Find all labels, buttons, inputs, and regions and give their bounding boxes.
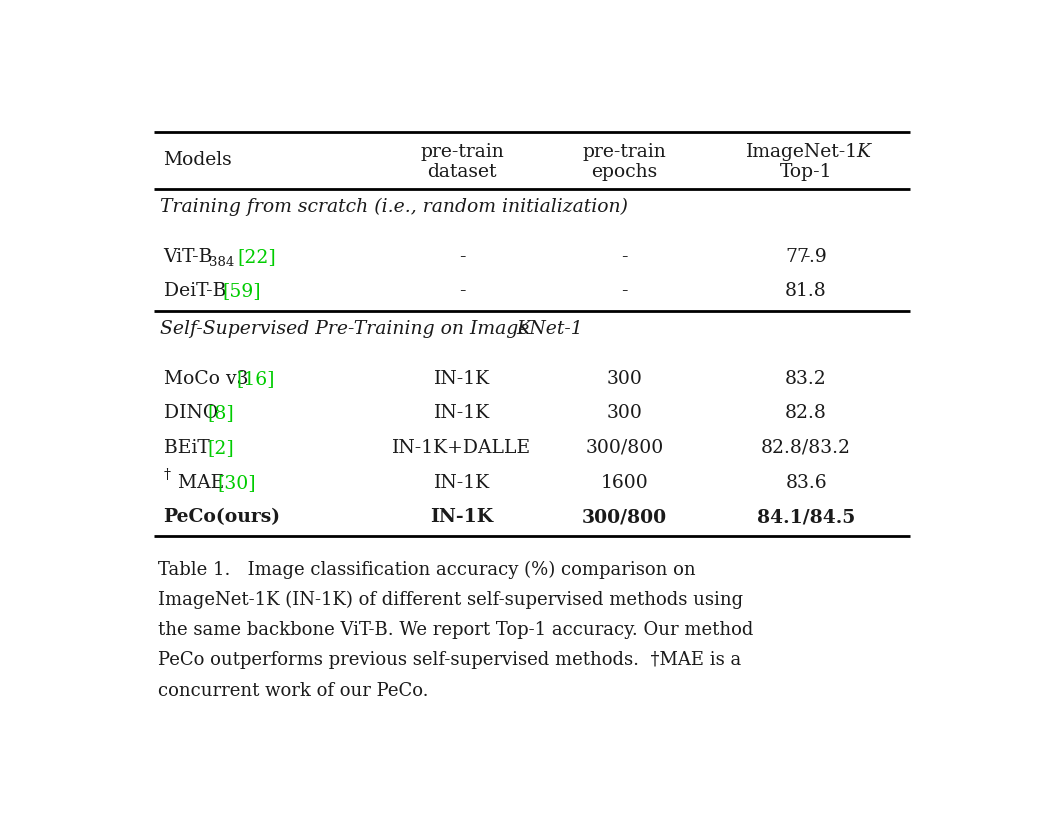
Text: pre-train: pre-train bbox=[420, 143, 503, 161]
Text: MAE: MAE bbox=[179, 474, 230, 491]
Text: epochs: epochs bbox=[592, 163, 658, 181]
Text: Models: Models bbox=[164, 152, 233, 169]
Text: Self-Supervised Pre-Training on ImageNet-1: Self-Supervised Pre-Training on ImageNet… bbox=[160, 320, 583, 338]
Text: [16]: [16] bbox=[236, 369, 274, 388]
Text: concurrent work of our PeCo.: concurrent work of our PeCo. bbox=[158, 681, 429, 700]
Text: [30]: [30] bbox=[217, 474, 256, 491]
Text: Top-1: Top-1 bbox=[780, 163, 832, 181]
Text: [22]: [22] bbox=[238, 248, 276, 266]
Text: dataset: dataset bbox=[428, 163, 497, 181]
Text: Table 1.   Image classification accuracy (%) comparison on: Table 1. Image classification accuracy (… bbox=[158, 560, 695, 579]
Text: 384: 384 bbox=[210, 256, 235, 269]
Text: K: K bbox=[856, 143, 870, 161]
Text: 81.8: 81.8 bbox=[785, 283, 827, 300]
Text: PeCo outperforms previous self-supervised methods.  †MAE is a: PeCo outperforms previous self-supervise… bbox=[158, 651, 741, 670]
Text: 300: 300 bbox=[606, 369, 643, 388]
Text: [2]: [2] bbox=[207, 439, 234, 457]
Text: 84.1/84.5: 84.1/84.5 bbox=[757, 508, 855, 526]
Text: -: - bbox=[802, 248, 810, 266]
Text: PeCo(ours): PeCo(ours) bbox=[164, 508, 280, 526]
Text: IN-1K: IN-1K bbox=[434, 474, 490, 491]
Text: DeiT-B: DeiT-B bbox=[164, 283, 231, 300]
Text: IN-1K: IN-1K bbox=[434, 404, 490, 422]
Text: MoCo v3: MoCo v3 bbox=[164, 369, 254, 388]
Text: DINO: DINO bbox=[164, 404, 223, 422]
Text: K: K bbox=[517, 320, 530, 338]
Text: 83.6: 83.6 bbox=[786, 474, 827, 491]
Text: ViT-B: ViT-B bbox=[164, 248, 213, 266]
Text: 77.9: 77.9 bbox=[785, 248, 827, 266]
Text: ImageNet-1: ImageNet-1 bbox=[746, 143, 858, 161]
Text: 300: 300 bbox=[606, 404, 643, 422]
Text: IN-1K+DALLE: IN-1K+DALLE bbox=[392, 439, 531, 457]
Text: [59]: [59] bbox=[222, 283, 261, 300]
Text: pre-train: pre-train bbox=[582, 143, 666, 161]
Text: 300/800: 300/800 bbox=[585, 439, 663, 457]
Text: 300/800: 300/800 bbox=[582, 508, 667, 526]
Text: ImageNet-1K (IN-1K) of different self-supervised methods using: ImageNet-1K (IN-1K) of different self-su… bbox=[158, 591, 743, 609]
Text: 1600: 1600 bbox=[601, 474, 649, 491]
Text: BEiT: BEiT bbox=[164, 439, 215, 457]
Text: [8]: [8] bbox=[208, 404, 235, 422]
Text: IN-1K: IN-1K bbox=[431, 508, 494, 526]
Text: -: - bbox=[622, 283, 628, 300]
Text: 82.8/83.2: 82.8/83.2 bbox=[761, 439, 851, 457]
Text: the same backbone ViT-B. We report Top-1 accuracy. Our method: the same backbone ViT-B. We report Top-1… bbox=[158, 621, 754, 639]
Text: IN-1K: IN-1K bbox=[434, 369, 490, 388]
Text: -: - bbox=[459, 283, 465, 300]
Text: †: † bbox=[164, 468, 170, 482]
Text: -: - bbox=[622, 248, 628, 266]
Text: -: - bbox=[459, 248, 465, 266]
Text: 83.2: 83.2 bbox=[785, 369, 827, 388]
Text: 82.8: 82.8 bbox=[785, 404, 827, 422]
Text: Training from scratch (i.e., random initialization): Training from scratch (i.e., random init… bbox=[160, 198, 628, 216]
